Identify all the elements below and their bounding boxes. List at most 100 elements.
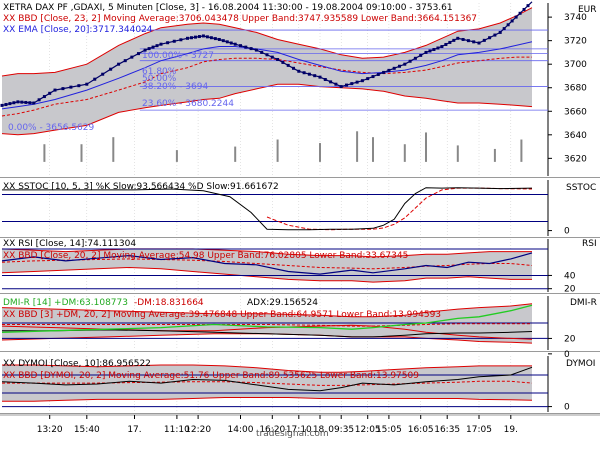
dmi-label: DMI-R [570,298,597,308]
price-box [151,45,155,49]
x-tick-label: 09:35 [328,425,354,435]
price-box [526,4,530,8]
price-box [53,88,57,92]
dmi-axis-tick-label: 0 [564,350,570,360]
price-box [502,27,506,31]
price-box [20,100,24,104]
price-box [0,103,4,107]
dymoi-title: XX DYMOI [Close, 10]:86.956522 [3,359,151,369]
price-ema-line [1,41,533,110]
x-tick-label: 16:35 [434,425,460,435]
price-box [101,72,105,76]
dmi-axis-tick-label: 20 [564,334,576,344]
price-box [510,19,514,23]
price-box [376,72,380,76]
price-box [506,23,510,27]
eur-label: EUR [578,5,597,15]
price-box [48,91,52,95]
price-box [403,62,407,66]
price-box [493,33,497,37]
price-box [392,66,396,70]
dymoi-axis-tick-label: 0 [564,403,570,413]
x-tick-label: 12:05 [355,425,381,435]
dmi-bollinger-band-upper [1,303,533,318]
dymoi-bollinger-band-upper [2,364,532,373]
price-axis-tick-label: 3660 [564,107,587,117]
fib-label-236: 23.60% - 3680.2244 [142,99,234,109]
price-box [28,101,32,105]
sstoc-k-line [2,187,533,231]
price-box [398,64,401,68]
price-box [37,98,41,102]
price-box [85,82,89,86]
price-title: XETRA DAX PF ,GDAXI, 5 Minuten [Close, 3… [3,3,453,13]
price-box [498,30,502,34]
price-box [307,72,311,76]
price-box [355,80,359,84]
price-box [387,68,391,72]
price-box [8,102,12,106]
price-box [302,71,306,75]
price-box [254,48,258,52]
price-box [339,85,343,89]
rsi-axis-tick-label: 20 [564,285,576,295]
price-box [221,39,225,43]
price-axis-tick-label: 3620 [564,154,587,164]
sstoc-label: SSTOC [566,183,596,193]
price-box [189,36,193,40]
dmi-bbd-title: XX BBD [3] +DM, 20, 2] Moving Average:39… [3,310,441,320]
price-box [270,55,274,59]
price-axis-tick-label: 3740 [564,13,587,23]
price-box [444,42,448,46]
price-box [197,35,201,39]
x-tick-label: 17:10 [286,425,312,435]
price-box [205,35,209,39]
price-box [366,77,370,81]
bbd-title: XX BBD [Close, 23, 2] Moving Average:370… [3,14,477,24]
price-box [522,7,526,11]
price-box [413,56,417,60]
price-box [260,50,264,54]
price-box [514,15,518,19]
dymoi-line [1,366,533,392]
price-box [276,57,280,61]
x-tick-label: 16:20 [259,425,285,435]
price-box [42,95,46,99]
watermark-source: tradesignal.com [256,429,329,439]
price-box [213,37,217,41]
fib-label-382: 38.20% - 3694 [142,82,208,92]
price-box [360,79,364,83]
rsi-bollinger-band-upper [1,248,532,258]
price-box [249,47,253,51]
rsi-axis-tick-label: 40 [564,271,576,281]
ema-title: XX EMA [Close, 20]:3717.344024 [3,25,153,35]
price-box [436,46,440,50]
price-box [93,77,97,81]
price-box [193,35,197,39]
dymoi-moving-average [2,380,533,386]
x-tick-label: 13:20 [37,425,63,435]
price-box [24,100,28,104]
price-box [318,75,322,79]
price-moving-average [1,56,532,117]
price-box [16,100,20,104]
price-box [334,82,338,86]
sstoc-axis-tick-label: 0 [564,227,570,237]
price-box [12,101,16,105]
rsi-bbd-title: XX BBD [Close, 20, 2] Moving Average:54.… [3,251,408,261]
price-box [323,77,327,81]
price-box [265,53,269,57]
price-box [4,103,8,107]
price-box [69,85,73,89]
price-box [130,55,134,59]
price-box [61,87,65,91]
rsi-moving-average [1,258,533,270]
price-axis-tick-label: 3640 [564,131,587,141]
price-box [186,36,189,40]
fib-label-0: 0.00% - 3656.5629 [8,123,95,133]
price-box [448,40,452,44]
price-box [440,45,444,49]
price-box [518,11,522,15]
price-box [239,44,242,48]
